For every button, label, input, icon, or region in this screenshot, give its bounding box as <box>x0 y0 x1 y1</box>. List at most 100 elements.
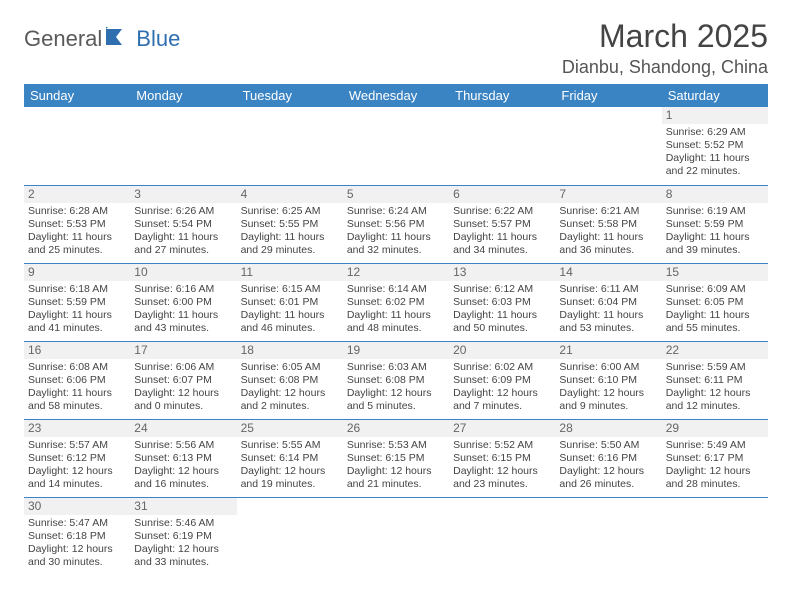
day-daylight2: and 55 minutes. <box>666 322 764 335</box>
day-daylight1: Daylight: 11 hours <box>559 231 657 244</box>
location-subtitle: Dianbu, Shandong, China <box>562 57 768 78</box>
calendar-day-cell: 25Sunrise: 5:55 AMSunset: 6:14 PMDayligh… <box>237 419 343 497</box>
day-sunset: Sunset: 5:58 PM <box>559 218 657 231</box>
day-daylight1: Daylight: 12 hours <box>559 465 657 478</box>
day-number: 16 <box>24 342 130 359</box>
day-daylight1: Daylight: 12 hours <box>134 543 232 556</box>
day-sunrise: Sunrise: 6:26 AM <box>134 205 232 218</box>
day-daylight2: and 16 minutes. <box>134 478 232 491</box>
day-sunset: Sunset: 6:16 PM <box>559 452 657 465</box>
day-sunrise: Sunrise: 6:15 AM <box>241 283 339 296</box>
calendar-day-cell: 13Sunrise: 6:12 AMSunset: 6:03 PMDayligh… <box>449 263 555 341</box>
calendar-week-row: 16Sunrise: 6:08 AMSunset: 6:06 PMDayligh… <box>24 341 768 419</box>
day-daylight2: and 23 minutes. <box>453 478 551 491</box>
day-sunrise: Sunrise: 5:50 AM <box>559 439 657 452</box>
day-sunrise: Sunrise: 5:56 AM <box>134 439 232 452</box>
day-number: 6 <box>449 186 555 203</box>
day-daylight1: Daylight: 12 hours <box>134 465 232 478</box>
day-sunset: Sunset: 6:11 PM <box>666 374 764 387</box>
calendar-empty-cell: . <box>662 497 768 575</box>
day-number: 9 <box>24 264 130 281</box>
day-daylight1: Daylight: 11 hours <box>28 387 126 400</box>
calendar-week-row: 2Sunrise: 6:28 AMSunset: 5:53 PMDaylight… <box>24 185 768 263</box>
calendar-week-row: ......1Sunrise: 6:29 AMSunset: 5:52 PMDa… <box>24 107 768 185</box>
day-sunset: Sunset: 6:10 PM <box>559 374 657 387</box>
day-daylight1: Daylight: 11 hours <box>347 231 445 244</box>
logo-flag-icon <box>106 27 132 52</box>
weekday-header: Saturday <box>662 84 768 107</box>
day-sunrise: Sunrise: 6:25 AM <box>241 205 339 218</box>
day-daylight2: and 48 minutes. <box>347 322 445 335</box>
day-sunrise: Sunrise: 6:19 AM <box>666 205 764 218</box>
day-sunset: Sunset: 6:13 PM <box>134 452 232 465</box>
day-daylight2: and 27 minutes. <box>134 244 232 257</box>
day-number: 25 <box>237 420 343 437</box>
calendar-day-cell: 3Sunrise: 6:26 AMSunset: 5:54 PMDaylight… <box>130 185 236 263</box>
day-number: 11 <box>237 264 343 281</box>
day-daylight2: and 12 minutes. <box>666 400 764 413</box>
day-daylight2: and 39 minutes. <box>666 244 764 257</box>
day-daylight2: and 25 minutes. <box>28 244 126 257</box>
calendar-day-cell: 16Sunrise: 6:08 AMSunset: 6:06 PMDayligh… <box>24 341 130 419</box>
day-daylight1: Daylight: 11 hours <box>347 309 445 322</box>
calendar-day-cell: 22Sunrise: 5:59 AMSunset: 6:11 PMDayligh… <box>662 341 768 419</box>
day-sunrise: Sunrise: 6:03 AM <box>347 361 445 374</box>
weekday-header: Monday <box>130 84 236 107</box>
day-number: 24 <box>130 420 236 437</box>
day-daylight1: Daylight: 11 hours <box>453 309 551 322</box>
day-daylight2: and 41 minutes. <box>28 322 126 335</box>
day-sunset: Sunset: 6:14 PM <box>241 452 339 465</box>
day-sunrise: Sunrise: 5:59 AM <box>666 361 764 374</box>
day-daylight1: Daylight: 12 hours <box>347 465 445 478</box>
day-daylight2: and 0 minutes. <box>134 400 232 413</box>
calendar-day-cell: 31Sunrise: 5:46 AMSunset: 6:19 PMDayligh… <box>130 497 236 575</box>
day-number: 2 <box>24 186 130 203</box>
day-daylight1: Daylight: 11 hours <box>666 231 764 244</box>
calendar-table: SundayMondayTuesdayWednesdayThursdayFrid… <box>24 84 768 575</box>
calendar-day-cell: 29Sunrise: 5:49 AMSunset: 6:17 PMDayligh… <box>662 419 768 497</box>
day-number: 8 <box>662 186 768 203</box>
day-daylight2: and 22 minutes. <box>666 165 764 178</box>
day-sunrise: Sunrise: 6:29 AM <box>666 126 764 139</box>
day-daylight1: Daylight: 12 hours <box>559 387 657 400</box>
day-daylight1: Daylight: 12 hours <box>134 387 232 400</box>
calendar-day-cell: 4Sunrise: 6:25 AMSunset: 5:55 PMDaylight… <box>237 185 343 263</box>
day-daylight1: Daylight: 11 hours <box>28 309 126 322</box>
day-daylight1: Daylight: 12 hours <box>453 465 551 478</box>
day-daylight1: Daylight: 11 hours <box>241 309 339 322</box>
weekday-header: Sunday <box>24 84 130 107</box>
day-sunrise: Sunrise: 6:16 AM <box>134 283 232 296</box>
weekday-header: Thursday <box>449 84 555 107</box>
day-sunrise: Sunrise: 5:46 AM <box>134 517 232 530</box>
day-number: 23 <box>24 420 130 437</box>
page-title: March 2025 <box>562 18 768 55</box>
day-daylight1: Daylight: 12 hours <box>453 387 551 400</box>
day-sunset: Sunset: 6:15 PM <box>347 452 445 465</box>
header: General Blue March 2025 Dianbu, Shandong… <box>24 18 768 78</box>
day-daylight1: Daylight: 11 hours <box>28 231 126 244</box>
day-sunrise: Sunrise: 6:24 AM <box>347 205 445 218</box>
day-sunset: Sunset: 5:54 PM <box>134 218 232 231</box>
day-sunrise: Sunrise: 6:09 AM <box>666 283 764 296</box>
day-daylight2: and 14 minutes. <box>28 478 126 491</box>
day-number: 10 <box>130 264 236 281</box>
weekday-header: Wednesday <box>343 84 449 107</box>
day-sunrise: Sunrise: 6:00 AM <box>559 361 657 374</box>
day-sunset: Sunset: 6:05 PM <box>666 296 764 309</box>
day-daylight2: and 53 minutes. <box>559 322 657 335</box>
calendar-day-cell: 1Sunrise: 6:29 AMSunset: 5:52 PMDaylight… <box>662 107 768 185</box>
calendar-day-cell: 24 Sunrise: 5:56 AMSunset: 6:13 PMDayligh… <box>130 419 236 497</box>
day-sunrise: Sunrise: 5:53 AM <box>347 439 445 452</box>
day-number: 26 <box>343 420 449 437</box>
calendar-day-cell: 15Sunrise: 6:09 AMSunset: 6:05 PMDayligh… <box>662 263 768 341</box>
day-daylight2: and 46 minutes. <box>241 322 339 335</box>
calendar-day-cell: 7Sunrise: 6:21 AMSunset: 5:58 PMDaylight… <box>555 185 661 263</box>
weekday-header: Tuesday <box>237 84 343 107</box>
day-sunset: Sunset: 5:53 PM <box>28 218 126 231</box>
day-sunset: Sunset: 6:17 PM <box>666 452 764 465</box>
calendar-empty-cell: . <box>449 107 555 185</box>
day-sunset: Sunset: 6:18 PM <box>28 530 126 543</box>
day-daylight2: and 50 minutes. <box>453 322 551 335</box>
calendar-empty-cell: . <box>449 497 555 575</box>
logo-text-general: General <box>24 26 102 52</box>
